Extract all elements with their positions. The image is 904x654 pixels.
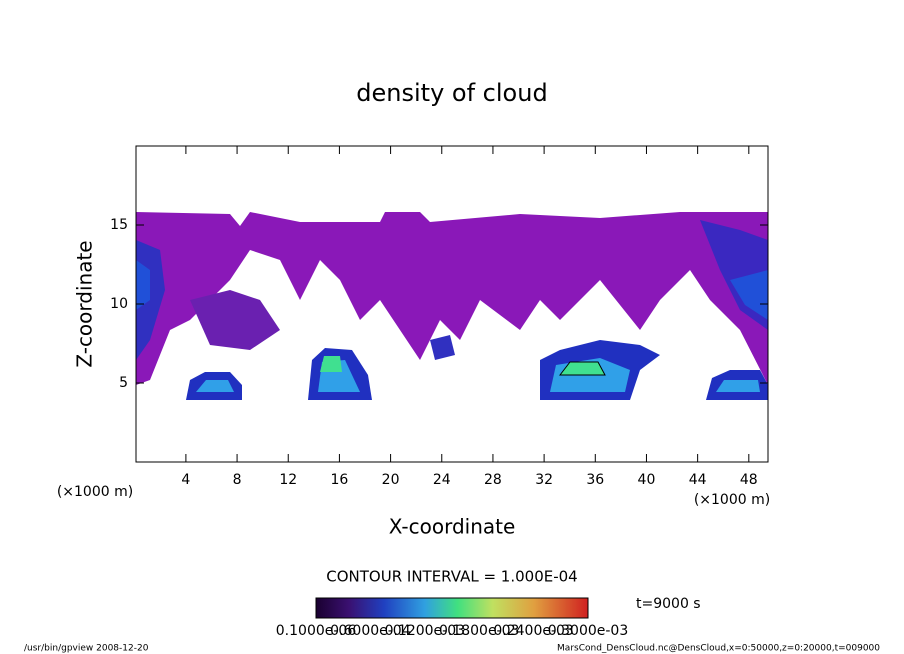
x-tick-label: 16 xyxy=(331,472,349,488)
chart-title: density of cloud xyxy=(356,79,547,107)
footer-left: /usr/bin/gpview 2008-12-20 xyxy=(24,644,149,654)
x-tick-label: 44 xyxy=(689,472,707,488)
y-axis-label: Z-coordinate xyxy=(73,240,97,367)
x-tick-label: 24 xyxy=(433,472,451,488)
x-tick-label: 32 xyxy=(535,472,553,488)
x-tick-label: 48 xyxy=(740,472,758,488)
colorbar-label: 0.1800e-03 xyxy=(439,623,519,639)
y-tick-label: 15 xyxy=(110,217,128,233)
colorbar-label: 0.6000e-04 xyxy=(330,623,411,639)
colorbar-label: 0.1200e-03 xyxy=(385,623,465,639)
y-tick-label: 10 xyxy=(110,296,128,312)
x-tick-label: 40 xyxy=(638,472,656,488)
x-tick-label: 12 xyxy=(279,472,297,488)
x-axis-label: X-coordinate xyxy=(389,515,516,539)
x-tick-label: 36 xyxy=(586,472,604,488)
time-label: t=9000 s xyxy=(636,596,701,612)
contour-field xyxy=(136,212,768,400)
footer-right: MarsCond_DensCloud.nc@DensCloud,x=0:5000… xyxy=(557,644,880,654)
x-tick-label: 4 xyxy=(181,472,190,488)
x-tick-label: 28 xyxy=(484,472,502,488)
colorbar-label: 0.1000e-06 xyxy=(276,623,357,639)
x-tick-label: 20 xyxy=(382,472,400,488)
contour-interval: CONTOUR INTERVAL = 1.000E-04 xyxy=(326,568,577,586)
colorbar xyxy=(315,597,589,619)
x-tick-label: 8 xyxy=(233,472,242,488)
y-tick-label: 5 xyxy=(119,375,128,391)
x-unit: (×1000 m) xyxy=(57,484,133,500)
x-unit-right: (×1000 m) xyxy=(694,492,770,508)
colorbar-label: 0.2400e-03 xyxy=(493,623,573,639)
colorbar-label: 0.3000e-03 xyxy=(548,623,628,639)
